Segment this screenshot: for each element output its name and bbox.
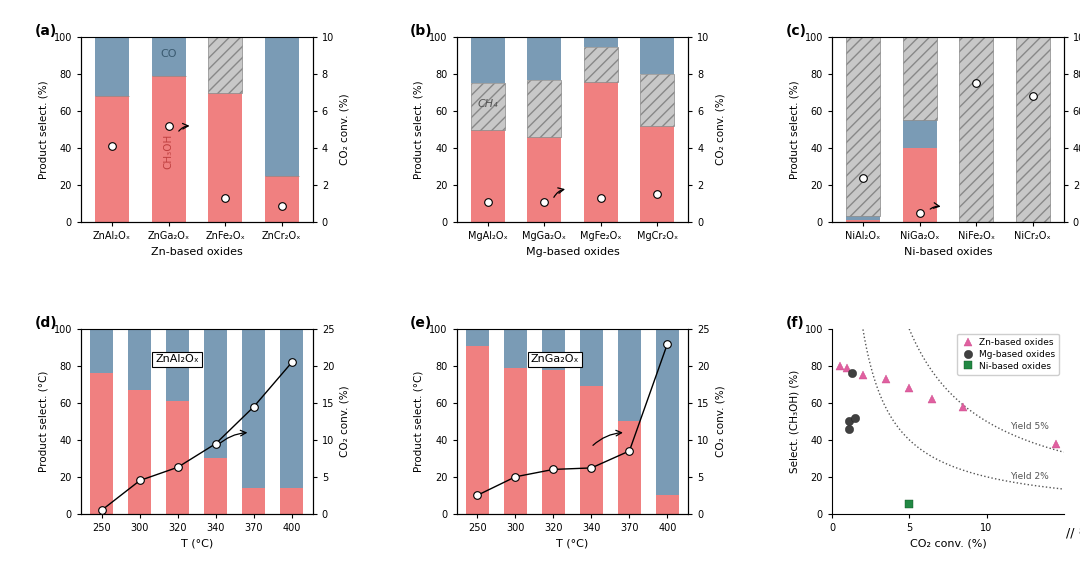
Zn-based oxides: [957, 403, 970, 410]
Bar: [527, 80, 562, 137]
Bar: [471, 37, 504, 83]
Y-axis label: Product select. (°C): Product select. (°C): [414, 371, 423, 472]
Bar: [903, 37, 936, 121]
Text: (b): (b): [410, 24, 433, 38]
Y-axis label: Product select. (%): Product select. (%): [38, 80, 48, 179]
Zn-based oxides: [903, 385, 916, 391]
Bar: [527, 37, 562, 80]
Y-axis label: Select. (CH₃OH) (%): Select. (CH₃OH) (%): [789, 370, 799, 473]
Bar: [504, 329, 527, 368]
Bar: [640, 126, 674, 222]
Bar: [846, 220, 880, 222]
Bar: [640, 74, 674, 126]
Bar: [903, 148, 936, 222]
Bar: [204, 458, 227, 514]
Bar: [583, 46, 618, 82]
Text: (d): (d): [35, 316, 57, 330]
Bar: [281, 329, 303, 488]
Text: Yield 2%: Yield 2%: [1010, 472, 1049, 480]
Bar: [243, 329, 266, 488]
Bar: [91, 374, 113, 514]
Mg-based oxides: [842, 425, 855, 432]
Bar: [583, 82, 618, 222]
Text: CO: CO: [160, 49, 177, 59]
Y-axis label: CO₂ conv. (%): CO₂ conv. (%): [715, 386, 726, 457]
Bar: [580, 386, 603, 514]
Line: Zn-based oxides: Zn-based oxides: [836, 362, 1080, 492]
Bar: [91, 329, 113, 374]
Bar: [542, 329, 565, 370]
Y-axis label: CO₂ conv. (%): CO₂ conv. (%): [715, 94, 725, 165]
Zn-based oxides: [926, 396, 939, 403]
Text: ZnGa₂Oₓ: ZnGa₂Oₓ: [530, 354, 579, 364]
Text: (f): (f): [785, 316, 805, 330]
Bar: [281, 488, 303, 514]
Bar: [656, 495, 679, 514]
Bar: [265, 37, 299, 176]
Bar: [618, 421, 640, 514]
Bar: [504, 368, 527, 514]
Bar: [465, 329, 489, 346]
Bar: [243, 488, 266, 514]
Text: Yield 5%: Yield 5%: [1010, 422, 1049, 430]
Bar: [959, 37, 994, 222]
Bar: [903, 121, 936, 148]
Y-axis label: CO₂ conv. (%): CO₂ conv. (%): [340, 386, 350, 457]
Mg-based oxides: [849, 414, 862, 421]
Bar: [580, 329, 603, 386]
Text: ZnAl₂Oₓ: ZnAl₂Oₓ: [156, 354, 199, 364]
X-axis label: CO₂ conv. (%): CO₂ conv. (%): [909, 538, 986, 548]
Bar: [95, 96, 129, 222]
Mg-based oxides: [846, 370, 859, 377]
Zn-based oxides: [856, 372, 869, 379]
Bar: [656, 329, 679, 495]
Bar: [846, 216, 880, 220]
Text: 80: 80: [1079, 527, 1080, 537]
X-axis label: Ni-based oxides: Ni-based oxides: [904, 247, 993, 257]
Bar: [166, 401, 189, 514]
Y-axis label: CO₂ conv. (%): CO₂ conv. (%): [339, 94, 350, 165]
Zn-based oxides: [841, 364, 854, 371]
Zn-based oxides: [879, 375, 892, 382]
X-axis label: Zn-based oxides: Zn-based oxides: [151, 247, 243, 257]
X-axis label: T (°C): T (°C): [180, 538, 213, 548]
Bar: [95, 37, 129, 96]
Y-axis label: Product select. (%): Product select. (%): [414, 80, 423, 179]
Bar: [166, 329, 189, 401]
Zn-based oxides: [834, 363, 847, 370]
Text: (a): (a): [35, 24, 57, 38]
Bar: [151, 76, 186, 222]
Text: CH₃OH: CH₃OH: [164, 134, 174, 169]
Zn-based oxides: [1050, 440, 1063, 447]
Bar: [129, 390, 151, 514]
X-axis label: T (°C): T (°C): [556, 538, 589, 548]
Bar: [471, 83, 504, 130]
Bar: [846, 37, 880, 216]
Text: //: //: [1066, 527, 1075, 540]
Mg-based oxides: [842, 418, 855, 425]
Bar: [208, 93, 242, 222]
Bar: [465, 346, 489, 514]
Bar: [527, 137, 562, 222]
Bar: [542, 370, 565, 514]
Line: Mg-based oxides: Mg-based oxides: [845, 369, 860, 433]
Bar: [640, 37, 674, 74]
Y-axis label: Product select. (%): Product select. (%): [789, 80, 799, 179]
Bar: [1016, 37, 1050, 222]
Bar: [471, 130, 504, 222]
Text: (c): (c): [785, 24, 807, 38]
Bar: [208, 37, 242, 93]
Bar: [151, 37, 186, 76]
Bar: [265, 176, 299, 222]
Bar: [618, 329, 640, 421]
X-axis label: Mg-based oxides: Mg-based oxides: [526, 247, 619, 257]
Text: (e): (e): [410, 316, 432, 330]
Legend: Zn-based oxides, Mg-based oxides, Ni-based oxides: Zn-based oxides, Mg-based oxides, Ni-bas…: [957, 333, 1059, 375]
Y-axis label: Product select. (°C): Product select. (°C): [38, 371, 48, 472]
Text: CH₄: CH₄: [477, 99, 498, 109]
Bar: [129, 329, 151, 390]
Bar: [583, 37, 618, 46]
Bar: [204, 329, 227, 458]
